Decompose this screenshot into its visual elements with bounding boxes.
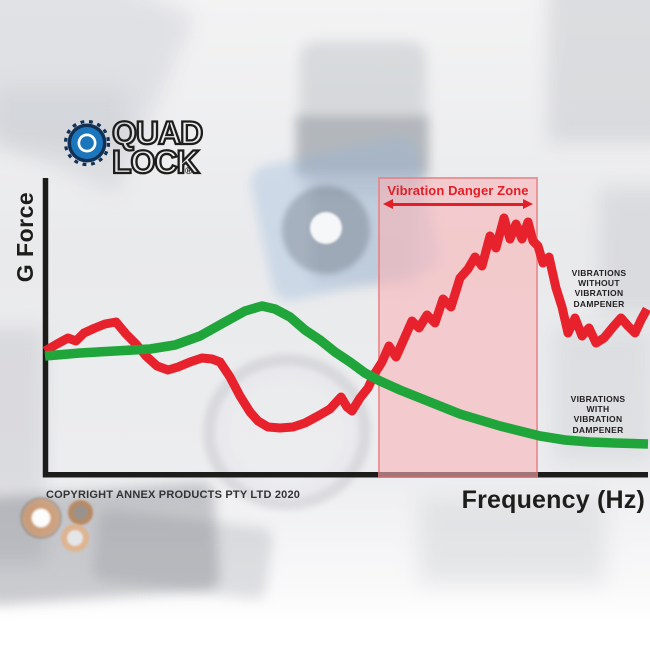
- mount-scallop-ring: [63, 119, 111, 167]
- quadlock-mount-icon: [63, 119, 111, 167]
- danger-zone-label: Vibration Danger Zone: [387, 183, 529, 198]
- registered-mark: ®: [185, 166, 193, 177]
- logo-text-quad: QUAD: [112, 115, 202, 151]
- y-axis-label: G Force: [12, 191, 38, 283]
- copyright-text: COPYRIGHT ANNEX PRODUCTS PTY LTD 2020: [46, 489, 301, 501]
- annotation-without-dampener: VIBRATIONS WITHOUT VIBRATION DAMPENER: [571, 268, 627, 309]
- red-curve-without-dampener: [42, 213, 650, 433]
- green-curve-with-dampener: [44, 301, 649, 449]
- quadlock-logo: QUAD LOCK ®: [63, 114, 204, 181]
- logo-text-lock: LOCK: [112, 144, 200, 180]
- arrow-line: [390, 203, 526, 206]
- x-axis-label: Frequency (Hz): [461, 486, 645, 514]
- arrow-left-head-icon: [383, 199, 393, 209]
- annotation-with-dampener: VIBRATIONS WITH VIBRATION DAMPENER: [570, 394, 626, 435]
- mount-center: [80, 136, 94, 150]
- danger-zone-span-arrow: [383, 199, 533, 209]
- arrow-right-head-icon: [523, 199, 533, 209]
